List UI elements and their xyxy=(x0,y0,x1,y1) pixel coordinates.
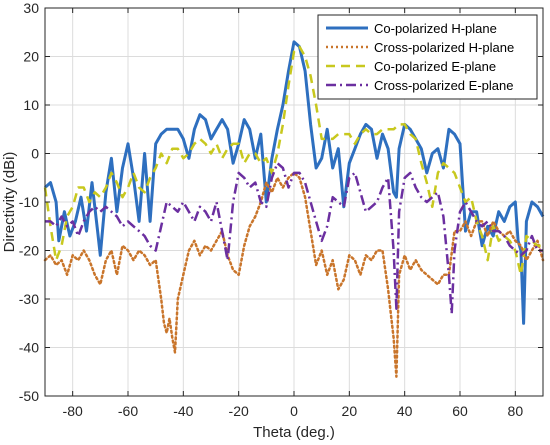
x-tick-label: 80 xyxy=(508,403,524,419)
legend-label: Co-polarized E-plane xyxy=(374,59,496,74)
x-tick-label: 20 xyxy=(342,403,358,419)
series-line-4 xyxy=(45,161,543,315)
x-axis-label: Theta (deg.) xyxy=(253,424,335,441)
series-layer xyxy=(43,40,545,378)
x-tick-label: -20 xyxy=(229,403,249,419)
x-tick-label: -80 xyxy=(63,403,83,419)
y-axis: -50 -40 -30 -20 -10 0 10 20 30 xyxy=(19,0,543,404)
y-tick-label: -40 xyxy=(19,340,39,356)
legend-label: Cross-polarized E-plane xyxy=(374,78,513,93)
y-tick-label: 10 xyxy=(23,97,39,113)
series-line-1 xyxy=(44,40,545,325)
x-tick-label: -60 xyxy=(118,403,138,419)
x-tick-label: -40 xyxy=(173,403,193,419)
series-line-2 xyxy=(43,171,545,378)
legend-label: Cross-polarized H-plane xyxy=(374,40,514,55)
y-tick-label: -50 xyxy=(19,388,39,404)
y-tick-label: 0 xyxy=(31,146,39,162)
y-tick-label: -30 xyxy=(19,291,39,307)
series-line-3 xyxy=(43,45,543,277)
legend: Co-polarized H-plane Cross-polarized H-pl… xyxy=(317,14,538,100)
y-tick-label: 20 xyxy=(23,49,39,65)
y-tick-label: 30 xyxy=(23,0,39,16)
x-tick-label: 60 xyxy=(452,403,468,419)
x-axis: -80 -60 -40 -20 0 20 40 60 80 xyxy=(63,8,524,419)
y-axis-label: Directivity (dBi) xyxy=(1,152,18,253)
y-tick-label: -10 xyxy=(19,194,39,210)
x-tick-label: 0 xyxy=(290,403,298,419)
x-tick-label: 40 xyxy=(397,403,413,419)
y-tick-label: -20 xyxy=(19,243,39,259)
legend-label: Co-polarized H-plane xyxy=(374,21,497,36)
